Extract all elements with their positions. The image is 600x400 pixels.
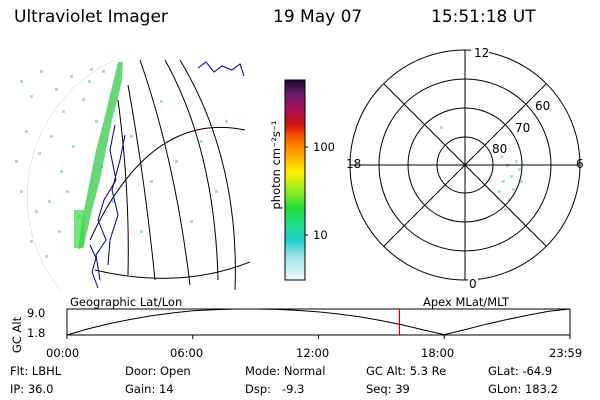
date-label: 19 May 07 <box>273 7 363 27</box>
colorbar <box>284 79 308 281</box>
x-ticks <box>66 335 571 339</box>
right-panel-label: Apex MLat/MLT <box>423 295 510 309</box>
coastline <box>89 61 245 289</box>
lat-label-60: 60 <box>535 99 550 113</box>
y-tick-min: 1.8 <box>27 326 45 340</box>
status-ip: IP: 36.0 <box>10 382 54 396</box>
polar-uv-speckle <box>440 126 523 211</box>
geographic-image <box>15 59 250 290</box>
instrument-title: Ultraviolet Imager <box>14 7 168 27</box>
status-door: Door: Open <box>125 364 191 378</box>
mlt-label-0: 0 <box>469 277 477 290</box>
polar-plot: 12 18 6 0 60 70 80 <box>346 46 584 290</box>
mlt-label-12: 12 <box>474 46 489 60</box>
status-filter: Flt: LBHL <box>10 364 62 378</box>
auroral-arc-green <box>78 62 123 250</box>
status-seq: Seq: 39 <box>366 382 410 396</box>
y-tick-max: 9.0 <box>27 306 45 320</box>
altitude-chart: GC Alt 9.0 1.8 <box>10 306 571 353</box>
colorbar-tick-100: 100 <box>313 140 335 154</box>
x-tick-label-1800: 18:00 <box>421 346 455 360</box>
lat-label-70: 70 <box>515 121 530 135</box>
uv-speckle-cyan <box>15 68 228 258</box>
status-mode: Mode: Normal <box>245 364 326 378</box>
limb-edge <box>27 59 116 290</box>
lat-label-80: 80 <box>492 142 507 156</box>
auroral-patch <box>74 210 84 248</box>
status-glat: GLat: -64.9 <box>488 364 553 378</box>
altitude-line <box>66 308 570 336</box>
mlt-label-18: 18 <box>346 157 361 171</box>
colorbar-tick-10: 10 <box>313 228 328 242</box>
polar-spokes <box>350 50 580 280</box>
mlt-label-6: 6 <box>576 157 584 171</box>
x-tick-label-1200: 12:00 <box>296 346 330 360</box>
status-gc-alt: GC Alt: 5.3 Re <box>366 364 447 378</box>
colorbar-gradient <box>284 79 306 281</box>
status-dsp: Dsp: -9.3 <box>245 382 305 396</box>
left-panel-label: Geographic Lat/Lon <box>70 295 183 309</box>
x-tick-label-0600: 06:00 <box>170 346 204 360</box>
x-tick-label-2359: 23:59 <box>549 346 583 360</box>
status-glon: GLon: 183.2 <box>488 382 558 396</box>
colorbar-unit-label: photon cm⁻²s⁻¹ <box>269 120 283 210</box>
y-axis-label: GC Alt <box>10 316 24 353</box>
x-tick-label-0000: 00:00 <box>46 346 80 360</box>
time-label: 15:51:18 UT <box>431 7 536 27</box>
status-gain: Gain: 14 <box>125 382 174 396</box>
grid-lines <box>89 59 250 290</box>
